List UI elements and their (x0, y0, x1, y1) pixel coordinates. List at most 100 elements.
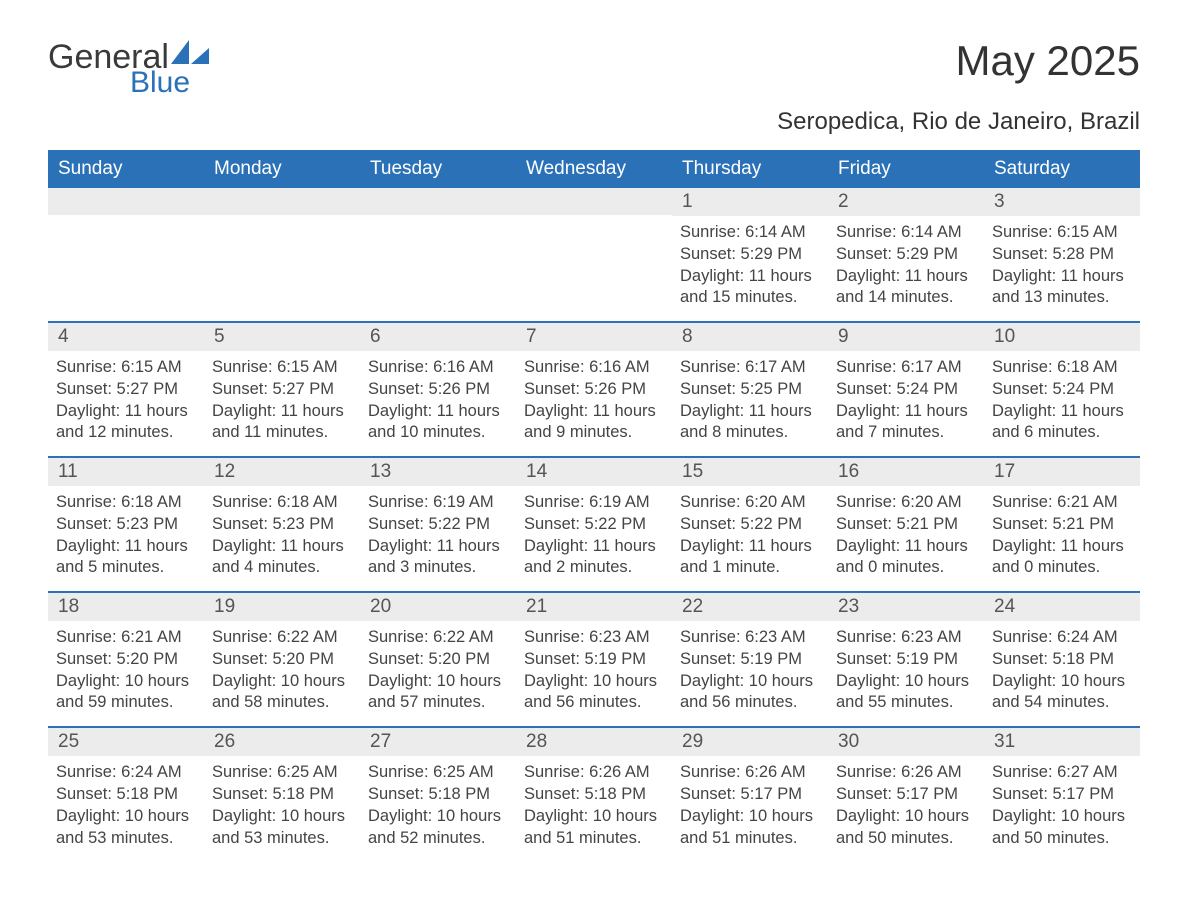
sunrise-text: Sunrise: 6:18 AM (212, 492, 352, 514)
sunset-text: Sunset: 5:18 PM (524, 784, 664, 806)
day-number: 1 (672, 188, 828, 216)
sunset-text: Sunset: 5:27 PM (212, 379, 352, 401)
sunrise-text: Sunrise: 6:20 AM (680, 492, 820, 514)
day-info: Sunrise: 6:24 AMSunset: 5:18 PMDaylight:… (56, 762, 196, 849)
day-info: Sunrise: 6:20 AMSunset: 5:21 PMDaylight:… (836, 492, 976, 579)
sunrise-text: Sunrise: 6:26 AM (836, 762, 976, 784)
day-cell: 2Sunrise: 6:14 AMSunset: 5:29 PMDaylight… (828, 188, 984, 321)
day-info: Sunrise: 6:15 AMSunset: 5:27 PMDaylight:… (56, 357, 196, 444)
week-row: 1 Sunrise: 6:14 AMSunset: 5:29 PMDaylight… (48, 188, 1140, 321)
sunrise-text: Sunrise: 6:24 AM (992, 627, 1132, 649)
sunrise-text: Sunrise: 6:26 AM (680, 762, 820, 784)
sunrise-text: Sunrise: 6:14 AM (836, 222, 976, 244)
day-info: Sunrise: 6:17 AMSunset: 5:25 PMDaylight:… (680, 357, 820, 444)
day-info: Sunrise: 6:22 AMSunset: 5:20 PMDaylight:… (368, 627, 508, 714)
sunset-text: Sunset: 5:19 PM (836, 649, 976, 671)
day-number (516, 188, 672, 215)
day-info: Sunrise: 6:24 AMSunset: 5:18 PMDaylight:… (992, 627, 1132, 714)
logo-sail-icon (171, 40, 209, 64)
day-info: Sunrise: 6:15 AMSunset: 5:28 PMDaylight:… (992, 222, 1132, 309)
daylight-text: Daylight: 11 hours and 5 minutes. (56, 536, 196, 580)
day-cell: 17Sunrise: 6:21 AMSunset: 5:21 PMDayligh… (984, 458, 1140, 591)
sunset-text: Sunset: 5:22 PM (680, 514, 820, 536)
sunrise-text: Sunrise: 6:22 AM (212, 627, 352, 649)
day-number: 22 (672, 593, 828, 621)
sunset-text: Sunset: 5:20 PM (368, 649, 508, 671)
daylight-text: Daylight: 10 hours and 59 minutes. (56, 671, 196, 715)
sunset-text: Sunset: 5:18 PM (56, 784, 196, 806)
day-info: Sunrise: 6:25 AMSunset: 5:18 PMDaylight:… (368, 762, 508, 849)
day-info: Sunrise: 6:21 AMSunset: 5:20 PMDaylight:… (56, 627, 196, 714)
day-info: Sunrise: 6:19 AMSunset: 5:22 PMDaylight:… (524, 492, 664, 579)
sunrise-text: Sunrise: 6:22 AM (368, 627, 508, 649)
weekday-tuesday: Tuesday (360, 150, 516, 188)
week-row: 11Sunrise: 6:18 AMSunset: 5:23 PMDayligh… (48, 456, 1140, 591)
day-cell: 30Sunrise: 6:26 AMSunset: 5:17 PMDayligh… (828, 728, 984, 861)
day-info: Sunrise: 6:18 AMSunset: 5:23 PMDaylight:… (212, 492, 352, 579)
day-cell: 9Sunrise: 6:17 AMSunset: 5:24 PMDaylight… (828, 323, 984, 456)
day-info: Sunrise: 6:18 AMSunset: 5:23 PMDaylight:… (56, 492, 196, 579)
day-number: 8 (672, 323, 828, 351)
day-number: 31 (984, 728, 1140, 756)
sunset-text: Sunset: 5:24 PM (992, 379, 1132, 401)
sunset-text: Sunset: 5:29 PM (836, 244, 976, 266)
day-info: Sunrise: 6:23 AMSunset: 5:19 PMDaylight:… (680, 627, 820, 714)
day-cell: 29 Sunrise: 6:26 AMSunset: 5:17 PMDayligh… (672, 728, 828, 861)
weekday-thursday: Thursday (672, 150, 828, 188)
day-cell: 23Sunrise: 6:23 AMSunset: 5:19 PMDayligh… (828, 593, 984, 726)
daylight-text: Daylight: 11 hours and 12 minutes. (56, 401, 196, 445)
sunset-text: Sunset: 5:21 PM (992, 514, 1132, 536)
day-number: 7 (516, 323, 672, 351)
weekday-wednesday: Wednesday (516, 150, 672, 188)
day-number: 20 (360, 593, 516, 621)
daylight-text: Daylight: 10 hours and 54 minutes. (992, 671, 1132, 715)
sunset-text: Sunset: 5:20 PM (56, 649, 196, 671)
day-cell (204, 188, 360, 321)
sunrise-text: Sunrise: 6:18 AM (56, 492, 196, 514)
sunrise-text: Sunrise: 6:25 AM (368, 762, 508, 784)
location: Seropedica, Rio de Janeiro, Brazil (48, 108, 1140, 136)
daylight-text: Daylight: 11 hours and 9 minutes. (524, 401, 664, 445)
day-cell (360, 188, 516, 321)
weekday-sunday: Sunday (48, 150, 204, 188)
header: General Blue May 2025 (48, 40, 1140, 98)
daylight-text: Daylight: 10 hours and 50 minutes. (992, 806, 1132, 850)
weekday-saturday: Saturday (984, 150, 1140, 188)
daylight-text: Daylight: 11 hours and 0 minutes. (992, 536, 1132, 580)
sunrise-text: Sunrise: 6:24 AM (56, 762, 196, 784)
sunset-text: Sunset: 5:18 PM (992, 649, 1132, 671)
daylight-text: Daylight: 10 hours and 57 minutes. (368, 671, 508, 715)
daylight-text: Daylight: 10 hours and 51 minutes. (680, 806, 820, 850)
day-number: 26 (204, 728, 360, 756)
day-number: 29 (672, 728, 828, 756)
day-number (204, 188, 360, 215)
daylight-text: Daylight: 10 hours and 56 minutes. (680, 671, 820, 715)
calendar-body: 1Sunrise: 6:14 AMSunset: 5:29 PMDaylight… (48, 188, 1140, 861)
sunset-text: Sunset: 5:22 PM (524, 514, 664, 536)
day-info: Sunrise: 6:26 AMSunset: 5:17 PMDaylight:… (836, 762, 976, 849)
sunrise-text: Sunrise: 6:18 AM (992, 357, 1132, 379)
day-info: Sunrise: 6:26 AMSunset: 5:18 PMDaylight:… (524, 762, 664, 849)
weekday-header: Sunday Monday Tuesday Wednesday Thursday… (48, 150, 1140, 188)
sunrise-text: Sunrise: 6:27 AM (992, 762, 1132, 784)
day-cell: 26Sunrise: 6:25 AMSunset: 5:18 PMDayligh… (204, 728, 360, 861)
sunrise-text: Sunrise: 6:26 AM (524, 762, 664, 784)
day-number: 14 (516, 458, 672, 486)
daylight-text: Daylight: 11 hours and 3 minutes. (368, 536, 508, 580)
day-info: Sunrise: 6:14 AMSunset: 5:29 PMDaylight:… (680, 222, 820, 309)
daylight-text: Daylight: 11 hours and 6 minutes. (992, 401, 1132, 445)
week-row: 4Sunrise: 6:15 AMSunset: 5:27 PMDaylight… (48, 321, 1140, 456)
daylight-text: Daylight: 10 hours and 55 minutes. (836, 671, 976, 715)
sunset-text: Sunset: 5:17 PM (836, 784, 976, 806)
day-info: Sunrise: 6:26 AMSunset: 5:17 PMDaylight:… (680, 762, 820, 849)
sunrise-text: Sunrise: 6:23 AM (836, 627, 976, 649)
day-cell: 16Sunrise: 6:20 AMSunset: 5:21 PMDayligh… (828, 458, 984, 591)
sunrise-text: Sunrise: 6:19 AM (368, 492, 508, 514)
daylight-text: Daylight: 10 hours and 53 minutes. (56, 806, 196, 850)
sunset-text: Sunset: 5:18 PM (212, 784, 352, 806)
sunrise-text: Sunrise: 6:16 AM (368, 357, 508, 379)
day-number: 27 (360, 728, 516, 756)
day-cell (516, 188, 672, 321)
sunrise-text: Sunrise: 6:23 AM (524, 627, 664, 649)
daylight-text: Daylight: 11 hours and 8 minutes. (680, 401, 820, 445)
